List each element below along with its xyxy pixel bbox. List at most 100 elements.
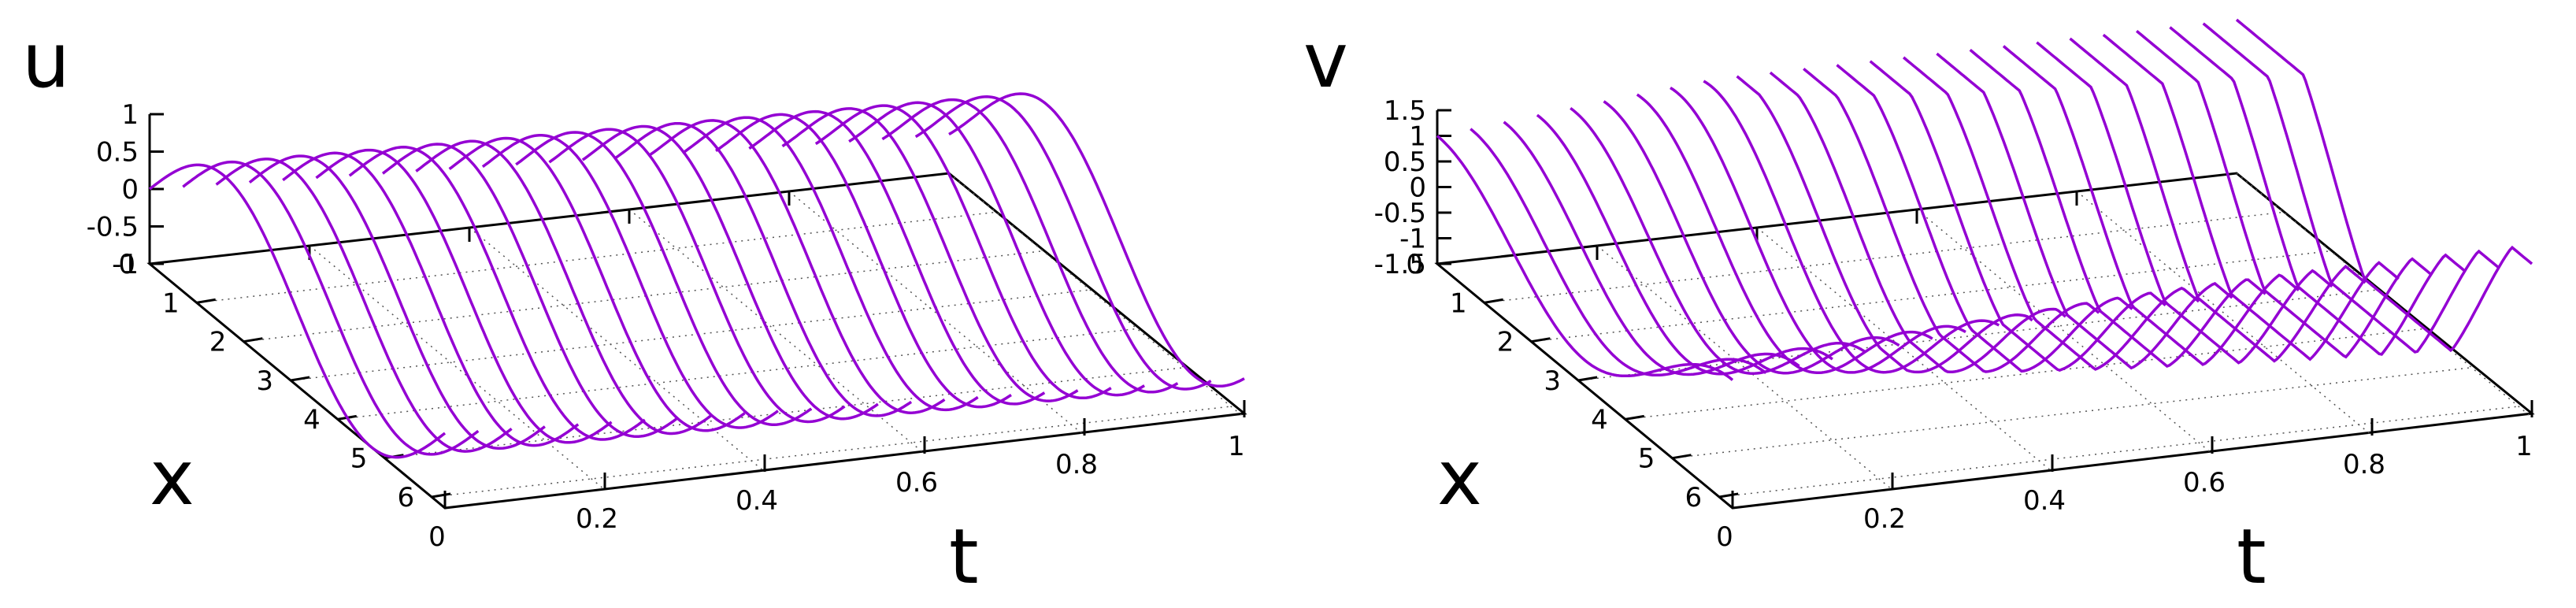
- x-tick-label: 5: [1638, 443, 1655, 475]
- surface-curve: [2135, 30, 2433, 359]
- surface-curve: [2036, 41, 2333, 365]
- x-tick-label: 1: [1450, 287, 1467, 319]
- grid-line: [1756, 227, 2053, 473]
- surface-curve: [348, 146, 646, 441]
- surface-curve: [2102, 33, 2400, 361]
- t-tick-label: 0.6: [895, 467, 938, 499]
- x-tick: [1577, 376, 1598, 382]
- t-tick-label: 0: [428, 521, 446, 553]
- x-tick-label: 6: [397, 482, 414, 513]
- surface-curve: [1603, 100, 1900, 375]
- surface-curve: [748, 109, 1046, 406]
- surface-curve: [2235, 18, 2533, 353]
- t-tick-label: 0.6: [2183, 467, 2226, 499]
- z-tick-label: -1: [1399, 224, 1426, 255]
- grid-line: [1596, 245, 1893, 491]
- surface-curve: [1902, 56, 2200, 371]
- surface-curve: [248, 154, 546, 450]
- surface-curve: [381, 143, 680, 439]
- surface-curve: [2002, 45, 2300, 366]
- surface-curve: [2169, 26, 2467, 356]
- surface-curve: [548, 128, 846, 424]
- x-tick-label: 0: [1406, 249, 1423, 280]
- x-tick: [1718, 492, 1739, 499]
- x-tick: [243, 337, 263, 343]
- surface-curve: [1436, 135, 1734, 381]
- surface-curve: [814, 104, 1112, 400]
- z-tick-label: 1: [121, 99, 139, 131]
- surface-curve: [914, 95, 1212, 391]
- surface-curve: [1803, 67, 2100, 373]
- x-tick-label: 2: [209, 327, 227, 358]
- x-tick: [1484, 298, 1503, 304]
- z-tick-label: 0: [1409, 172, 1426, 204]
- x-tick-label: 0: [118, 249, 135, 280]
- grid-line: [628, 209, 925, 454]
- t-tick-label: 0.4: [736, 485, 778, 517]
- z-tick-label: 1: [1409, 121, 1426, 153]
- surface-curve: [282, 151, 580, 447]
- surface-curve: [948, 92, 1245, 388]
- surface-curve: [1636, 93, 1933, 375]
- x-tick-label: 2: [1497, 327, 1514, 358]
- x-tick-label: 3: [1544, 365, 1561, 397]
- grid-line: [948, 172, 1245, 418]
- z-axis-label: v: [1303, 17, 1348, 105]
- surface-curve: [1703, 80, 2000, 374]
- grid-line: [469, 227, 765, 473]
- t-tick-label: 0.8: [2343, 449, 2385, 480]
- surface-curve: [881, 98, 1179, 394]
- surface-curve: [1536, 113, 1833, 376]
- surface-curve: [781, 107, 1079, 402]
- z-tick-label: 0.5: [96, 137, 139, 169]
- grid-line: [196, 211, 996, 304]
- z-tick-label: -0.5: [1374, 198, 1426, 229]
- v-surface-plot: 1.510.50-0.5-1-1.5012345600.20.40.60.81v…: [1303, 17, 2535, 601]
- x-tick: [1625, 414, 1644, 421]
- surface-curve: [615, 121, 913, 417]
- x-tick-label: 4: [303, 404, 321, 436]
- surface-curve: [1936, 52, 2233, 370]
- surface-curve: [315, 148, 613, 444]
- t-tick-label: 0.2: [576, 503, 618, 535]
- t-axis-label: t: [2237, 513, 2267, 601]
- grid-line: [1672, 366, 2472, 459]
- surface-curve: [2202, 22, 2500, 354]
- surface-curve: [182, 160, 480, 456]
- x-tick: [1531, 337, 1551, 343]
- t-tick-label: 1: [2515, 431, 2533, 462]
- surface-curve: [648, 119, 946, 414]
- z-tick-label: 0.5: [1384, 146, 1426, 178]
- grid-line: [1531, 250, 2331, 343]
- t-tick-label: 0.2: [1863, 503, 1906, 535]
- x-tick: [431, 492, 451, 499]
- x-tick-label: 5: [350, 443, 368, 475]
- z-tick-label: 1.5: [1384, 95, 1426, 127]
- x-tick-label: 1: [162, 287, 180, 319]
- surface-curve: [1570, 106, 1867, 375]
- z-tick-label: -1.5: [1374, 249, 1426, 280]
- z-tick-label: -0.5: [87, 212, 139, 243]
- grid-line: [1916, 209, 2213, 454]
- surface-curve: [848, 101, 1146, 397]
- surface-curve: [415, 139, 713, 436]
- z-tick-label: 0: [121, 174, 139, 206]
- grid-line: [432, 406, 1232, 498]
- t-tick-label: 1: [1228, 431, 1245, 462]
- t-tick-label: 0: [1716, 521, 1733, 553]
- surface-curve: [681, 116, 979, 412]
- x-axis-label: x: [150, 434, 195, 522]
- surface-curve: [1670, 87, 1966, 374]
- grid-line: [1719, 406, 2519, 498]
- surface-curve: [148, 163, 447, 459]
- surface-curve: [1769, 71, 2067, 373]
- surface-curve: [1836, 64, 2133, 373]
- surface-curve: [481, 134, 779, 429]
- surface-curve: [1470, 128, 1767, 377]
- t-tick-label: 0.4: [2023, 485, 2066, 517]
- surface-curve: [215, 158, 513, 453]
- x-tick-label: 6: [1685, 482, 1702, 513]
- t-tick-label: 0.8: [1055, 449, 1098, 480]
